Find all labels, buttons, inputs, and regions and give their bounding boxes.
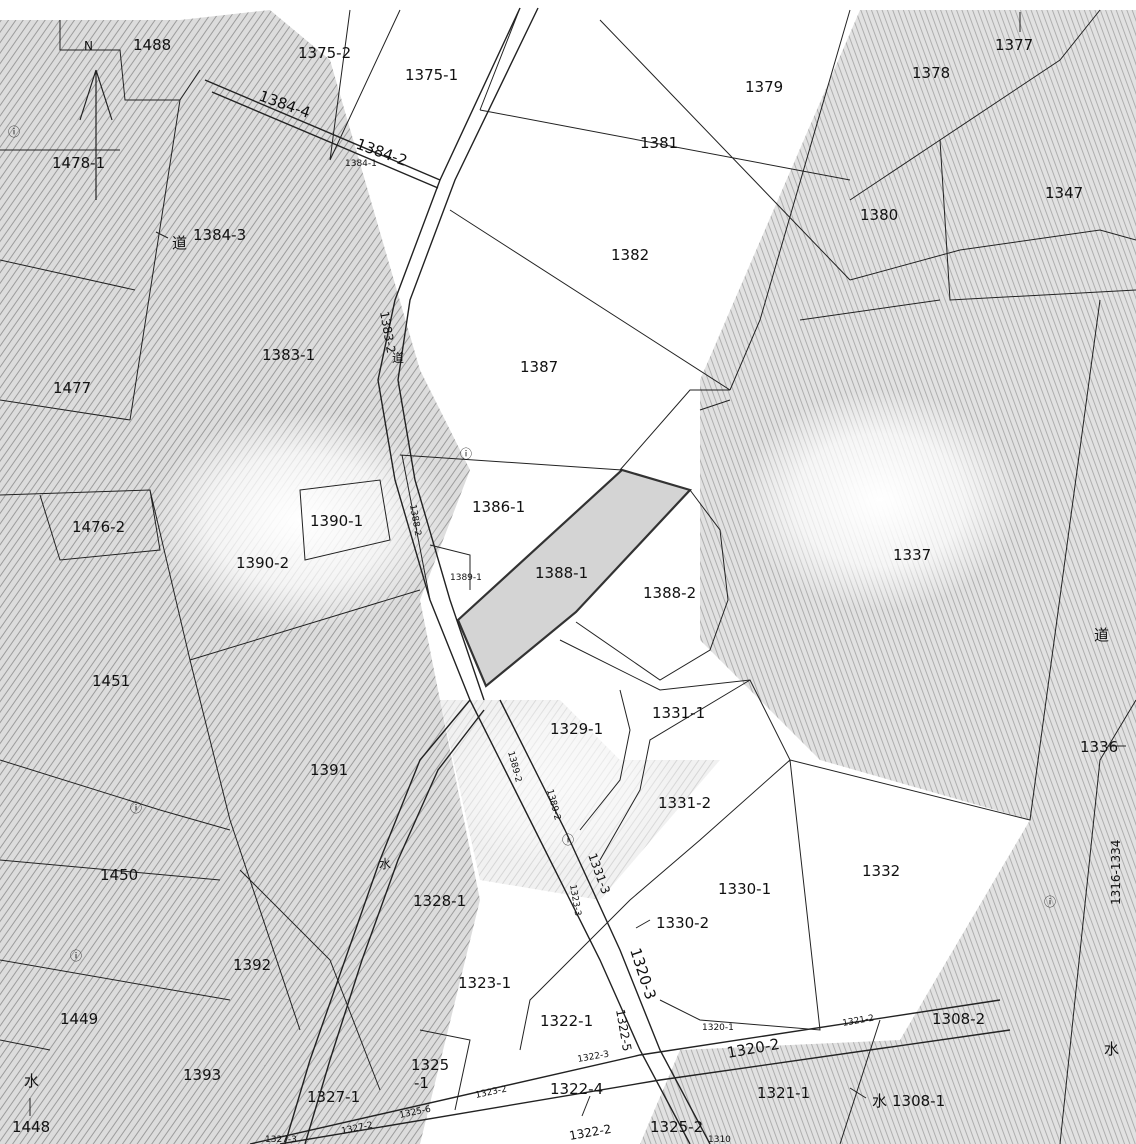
marker-icon: ⓘ [460, 447, 472, 461]
north-label: N [84, 39, 93, 53]
road-symbol: 道 [392, 351, 404, 365]
parcel-label-1336: 1336 [1080, 738, 1118, 756]
parcel-label-1378: 1378 [912, 64, 950, 82]
parcel-label-1375-2: 1375-2 [298, 44, 351, 62]
parcel-label-1325-1-top: 1325 [411, 1056, 449, 1074]
parcel-label-1327-3: 1327-3 [265, 1135, 297, 1144]
parcel-label-1379: 1379 [745, 78, 783, 96]
road-symbol: 道 [172, 234, 187, 252]
parcel-label-1320-1: 1320-1 [702, 1023, 734, 1033]
parcel-label-1477: 1477 [53, 379, 91, 397]
parcel-label-1382: 1382 [611, 246, 649, 264]
north-arrow-icon: N [79, 39, 113, 200]
marker-icon: ⓘ [1044, 895, 1056, 909]
parcel-label-1478-1: 1478-1 [52, 154, 105, 172]
road-symbol: 道 [1094, 626, 1109, 644]
parcel-label-1325-2: 1325-2 [650, 1118, 703, 1136]
parcel-label-1375-1: 1375-1 [405, 66, 458, 84]
parcel-label-1330-2: 1330-2 [656, 914, 709, 932]
parcel-label-1328-1: 1328-1 [413, 892, 466, 910]
parcel-label-1448: 1448 [12, 1118, 50, 1136]
water-symbol: 水 [24, 1072, 39, 1090]
parcel-label-1450: 1450 [100, 866, 138, 884]
parcel-label-1331-1: 1331-1 [652, 704, 705, 722]
parcel-label-1327-1: 1327-1 [307, 1088, 360, 1106]
parcel-label-1387: 1387 [520, 358, 558, 376]
marker-icon: ⓘ [562, 833, 574, 847]
parcel-label-1329-1: 1329-1 [550, 720, 603, 738]
water-symbol: 水 [1104, 1040, 1119, 1058]
parcel-label-1390-2: 1390-2 [236, 554, 289, 572]
parcel-label-1384-3: 1384-3 [193, 226, 246, 244]
parcel-label-1332: 1332 [862, 862, 900, 880]
parcel-label-1347: 1347 [1045, 184, 1083, 202]
parcel-label-1321-1: 1321-1 [757, 1084, 810, 1102]
parcel-label-1383-1: 1383-1 [262, 346, 315, 364]
parcel-label-1476-2: 1476-2 [72, 518, 125, 536]
map-symbols: 道 道 道 水 水 水 水 ⓘ ⓘ ⓘ ⓘ ⓘ ⓘ [8, 125, 1119, 1110]
parcel-label-1308-1: 1308-1 [892, 1092, 945, 1110]
parcel-label-1390-1: 1390-1 [310, 512, 363, 530]
parcel-label-1322-4: 1322-4 [550, 1080, 603, 1098]
parcel-labels: 1488 1375-2 1375-1 1379 1378 1377 1384-4… [12, 36, 1123, 1144]
parcel-label-1384-1: 1384-1 [345, 159, 377, 169]
marker-icon: ⓘ [130, 801, 142, 815]
parcel-label-1381: 1381 [640, 134, 678, 152]
parcel-label-1386-1: 1386-1 [472, 498, 525, 516]
parcel-label-1393: 1393 [183, 1066, 221, 1084]
parcel-label-1308-2: 1308-2 [932, 1010, 985, 1028]
parcel-label-1391: 1391 [310, 761, 348, 779]
parcel-label-1388-2: 1388-2 [643, 584, 696, 602]
water-symbol: 水 [872, 1092, 887, 1110]
parcel-label-1388-1[interactable]: 1388-1 [535, 564, 588, 582]
parcel-label-1337: 1337 [893, 546, 931, 564]
parcel-label-1310: 1310 [708, 1135, 731, 1144]
water-symbol: 水 [379, 857, 391, 871]
parcel-boundaries [0, 7, 1136, 1144]
parcel-label-1449: 1449 [60, 1010, 98, 1028]
marker-icon: ⓘ [8, 125, 20, 139]
leader-arrows [29, 12, 1126, 1117]
highlighted-parcel-1388-1[interactable] [456, 468, 693, 688]
parcel-label-1323-1: 1323-1 [458, 974, 511, 992]
parcel-label-1389-1: 1389-1 [450, 573, 482, 583]
parcel-label-1380: 1380 [860, 206, 898, 224]
parcel-label-1330-1: 1330-1 [718, 880, 771, 898]
parcel-label-1331-2: 1331-2 [658, 794, 711, 812]
parcel-label-1392: 1392 [233, 956, 271, 974]
marker-icon: ⓘ [70, 949, 82, 963]
parcel-label-1377: 1377 [995, 36, 1033, 54]
watermark-texture [0, 10, 1136, 1144]
parcel-label-1488: 1488 [133, 36, 171, 54]
parcel-label-1451: 1451 [92, 672, 130, 690]
parcel-label-1322-1: 1322-1 [540, 1012, 593, 1030]
parcel-label-1316-1334: 1316-1334 [1109, 840, 1123, 905]
parcel-label-1325-1-bottom: -1 [414, 1074, 429, 1092]
